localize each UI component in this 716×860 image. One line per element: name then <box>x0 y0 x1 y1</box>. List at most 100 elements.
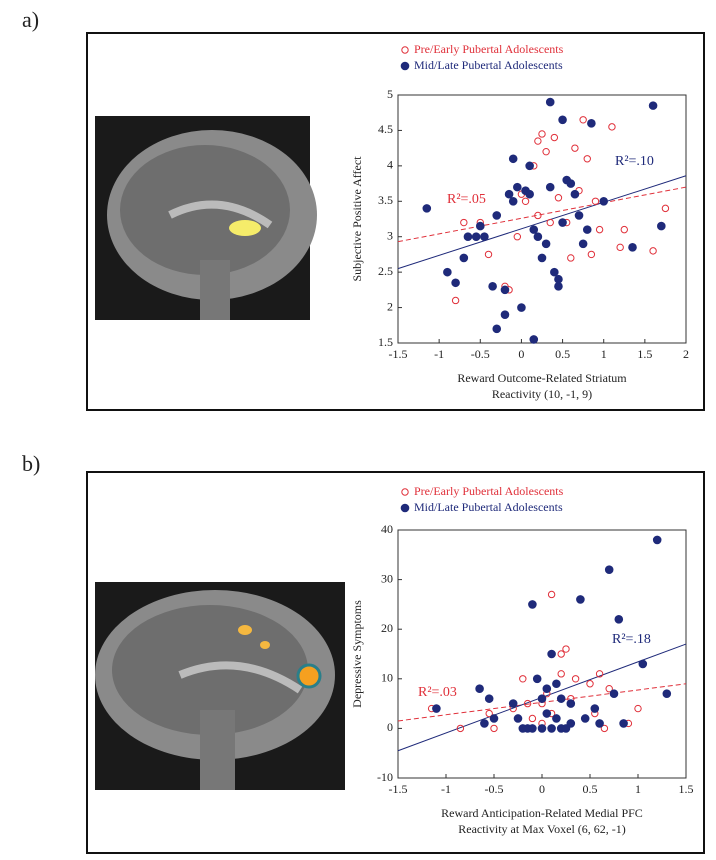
point <box>582 225 592 234</box>
y-axis-label: Depressive Symptoms <box>350 600 364 708</box>
point <box>554 274 563 284</box>
point <box>484 694 494 703</box>
y-tick-label: 2.5 <box>378 264 393 278</box>
y-tick-label: 4 <box>387 158 393 172</box>
point <box>492 211 502 220</box>
point <box>456 724 465 733</box>
brain-image <box>95 116 317 320</box>
point <box>604 565 614 574</box>
point <box>574 211 584 220</box>
point <box>566 699 576 708</box>
legend-marker <box>401 488 409 496</box>
point <box>580 714 590 723</box>
legend-label: Mid/Late Pubertal Adolescents <box>414 58 563 72</box>
x-tick-label: -1 <box>434 347 444 361</box>
point <box>475 221 485 231</box>
point <box>480 232 489 242</box>
point <box>599 196 609 206</box>
point <box>586 680 594 688</box>
point <box>484 250 493 259</box>
point <box>432 704 441 713</box>
point <box>583 155 591 163</box>
legend-label: Mid/Late Pubertal Adolescents <box>414 500 563 514</box>
point <box>552 679 561 689</box>
point <box>591 197 600 205</box>
point <box>443 267 452 277</box>
point <box>534 211 542 220</box>
y-tick-label: 4.5 <box>378 122 393 136</box>
plot-frame <box>397 529 687 779</box>
point <box>508 699 518 708</box>
point <box>513 182 522 192</box>
series <box>427 590 642 733</box>
point <box>587 250 596 259</box>
point <box>662 689 672 698</box>
point <box>451 278 460 288</box>
point <box>517 303 526 312</box>
point <box>616 243 624 252</box>
series <box>432 535 672 733</box>
x-tick-label: 1 <box>601 347 607 361</box>
point <box>579 116 587 124</box>
point <box>547 590 556 599</box>
annotation: R²=.18 <box>612 632 651 647</box>
point <box>566 719 576 728</box>
point <box>649 247 657 255</box>
y-axis-label: Subjective Positive Affect <box>350 156 364 282</box>
point <box>638 659 648 669</box>
point <box>590 704 600 713</box>
panel-frame <box>86 32 705 411</box>
point <box>537 694 547 703</box>
point <box>489 714 499 723</box>
point <box>475 684 484 694</box>
point <box>504 189 514 199</box>
y-tick-label: 0 <box>387 720 393 734</box>
y-tick-label: 1.5 <box>378 335 393 349</box>
point <box>545 97 555 107</box>
y-tick-label: 5 <box>387 87 393 101</box>
point <box>578 239 588 249</box>
point <box>500 285 510 295</box>
y-tick-label: 30 <box>381 571 393 585</box>
point <box>492 324 502 334</box>
point <box>609 689 619 698</box>
point <box>605 685 613 693</box>
x-tick-label: -1 <box>441 782 451 796</box>
panel-frame <box>86 471 705 854</box>
y-tick-label: 3.5 <box>378 193 393 207</box>
point <box>538 130 546 138</box>
y-tick-label: 3 <box>387 228 393 242</box>
point <box>620 225 628 234</box>
point <box>500 310 510 319</box>
point <box>529 335 539 344</box>
point <box>508 154 518 164</box>
point <box>542 684 552 694</box>
point <box>525 161 534 171</box>
point <box>546 218 554 227</box>
point <box>614 614 624 624</box>
point <box>521 197 530 205</box>
point <box>571 144 579 152</box>
point <box>566 179 576 188</box>
y-tick-label: 20 <box>381 621 393 635</box>
point <box>657 221 666 231</box>
point <box>451 296 460 305</box>
panel-label: b) <box>22 451 40 476</box>
point <box>557 670 565 678</box>
annotation: R²=.03 <box>418 685 457 700</box>
series <box>422 97 666 344</box>
point <box>550 267 559 277</box>
point <box>587 119 596 128</box>
point <box>523 699 532 708</box>
point <box>463 232 473 242</box>
point <box>528 714 537 723</box>
point <box>595 670 604 678</box>
plot-frame <box>397 94 687 344</box>
legend-marker <box>401 46 409 54</box>
x-axis-label: Reactivity (10, -1, 9) <box>492 387 592 401</box>
x-tick-label: 0 <box>539 782 545 796</box>
legend-marker <box>400 61 410 71</box>
point <box>513 714 523 723</box>
point <box>541 239 551 249</box>
